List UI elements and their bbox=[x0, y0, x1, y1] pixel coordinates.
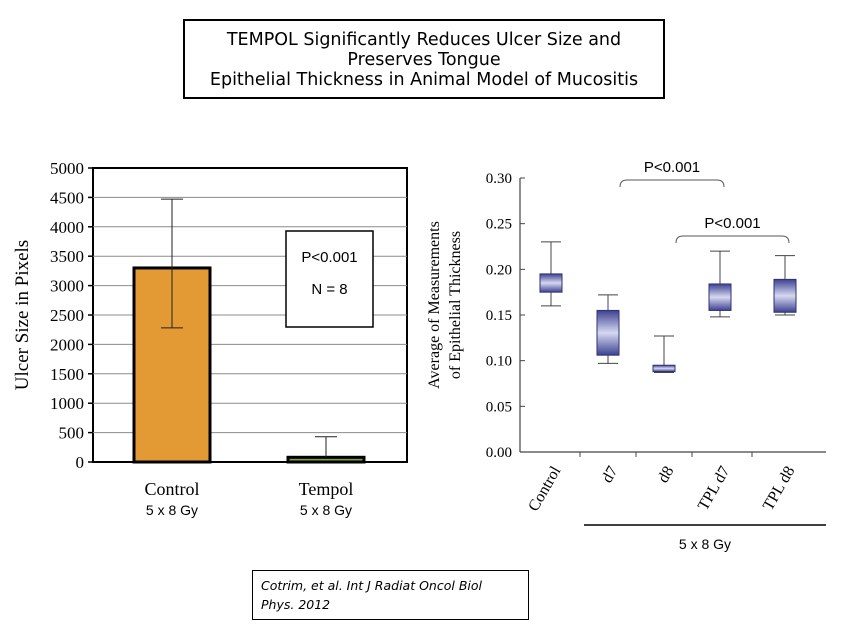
bar-annotation-pvalue: P<0.001 bbox=[301, 249, 357, 266]
citation-line-1: Cotrim, et al. Int J Radiat Oncol Biol bbox=[261, 578, 482, 593]
bar-y-tick-label: 4500 bbox=[50, 188, 84, 207]
bar-y-tick-label: 1500 bbox=[50, 365, 84, 384]
bar-category-label: Tempol bbox=[299, 479, 354, 499]
bar-y-tick-label: 2000 bbox=[50, 335, 84, 354]
box-d8 bbox=[652, 364, 676, 373]
box-category-label: TPL d7 bbox=[695, 464, 734, 514]
bar-category-sublabel: 5 x 8 Gy bbox=[300, 502, 352, 518]
box-y-axis-label-1: Average of Measurements bbox=[426, 221, 443, 389]
bar-annotation-box bbox=[285, 230, 374, 328]
bar-category-label: Control bbox=[144, 479, 199, 499]
significance-label: P<0.001 bbox=[704, 215, 760, 232]
title-box: TEMPOL Significantly Reduces Ulcer Size … bbox=[183, 19, 665, 99]
title-line-1: TEMPOL Significantly Reduces Ulcer Size … bbox=[226, 30, 622, 50]
box-category-label: Control bbox=[525, 463, 564, 514]
citation-line-2: Phys. 2012 bbox=[261, 597, 331, 612]
title-line-3: Epithelial Thickness in Animal Model of … bbox=[209, 70, 639, 90]
bar-y-axis-label: Ulcer Size in Pixels bbox=[12, 240, 33, 390]
box-d7 bbox=[596, 309, 620, 356]
significance-label: P<0.001 bbox=[644, 159, 700, 176]
box-y-tick-label: 0.15 bbox=[486, 308, 512, 324]
bar-y-tick-label: 500 bbox=[59, 424, 85, 443]
bar-y-tick-label: 3000 bbox=[50, 277, 84, 296]
bar-annotation-n: N = 8 bbox=[311, 281, 347, 298]
bar-y-tick-label: 0 bbox=[76, 453, 85, 472]
box-category-label: TPL d8 bbox=[760, 464, 799, 514]
group-label: 5 x 8 Gy bbox=[679, 536, 731, 552]
box-y-tick-label: 0.25 bbox=[486, 217, 512, 233]
ulcer-size-chart: 0 500 1000 1500 2000 2500 3000 3500 4000 4500 5000… bbox=[12, 159, 408, 518]
significance-bracket bbox=[619, 179, 725, 188]
box-y-axis-label-2: of Epithelial Thickness bbox=[447, 231, 464, 379]
box-tpl-d7 bbox=[708, 283, 732, 311]
box-category-label: d7 bbox=[599, 464, 622, 486]
box-y-tick-label: 0.20 bbox=[486, 262, 512, 278]
box-y-tick-label: 0.10 bbox=[486, 354, 512, 370]
bar-y-tick-label: 2500 bbox=[50, 306, 84, 325]
bar-category-sublabel: 5 x 8 Gy bbox=[146, 502, 198, 518]
box-control bbox=[539, 273, 563, 293]
box-category-label: d8 bbox=[655, 464, 678, 486]
box-y-tick-label: 0.00 bbox=[486, 445, 512, 461]
title-line-2: Preserves Tongue bbox=[347, 50, 501, 70]
box-y-tick-label: 0.05 bbox=[486, 399, 512, 415]
box-y-tick-label: 0.30 bbox=[486, 171, 512, 187]
epithelial-thickness-chart: 0.00 0.05 0.10 0.15 0.20 0.25 0.30 Average of M… bbox=[426, 159, 826, 552]
bar-y-tick-label: 3500 bbox=[50, 247, 84, 266]
bar-y-tick-label: 1000 bbox=[50, 394, 84, 413]
bar-y-tick-label: 5000 bbox=[50, 159, 84, 178]
bar-tempol bbox=[286, 455, 366, 464]
citation-box: Cotrim, et al. Int J Radiat Oncol Biol P… bbox=[252, 570, 529, 620]
significance-bracket bbox=[675, 235, 790, 244]
bar-y-tick-label: 4000 bbox=[50, 218, 84, 237]
box-tpl-d8 bbox=[773, 278, 797, 313]
